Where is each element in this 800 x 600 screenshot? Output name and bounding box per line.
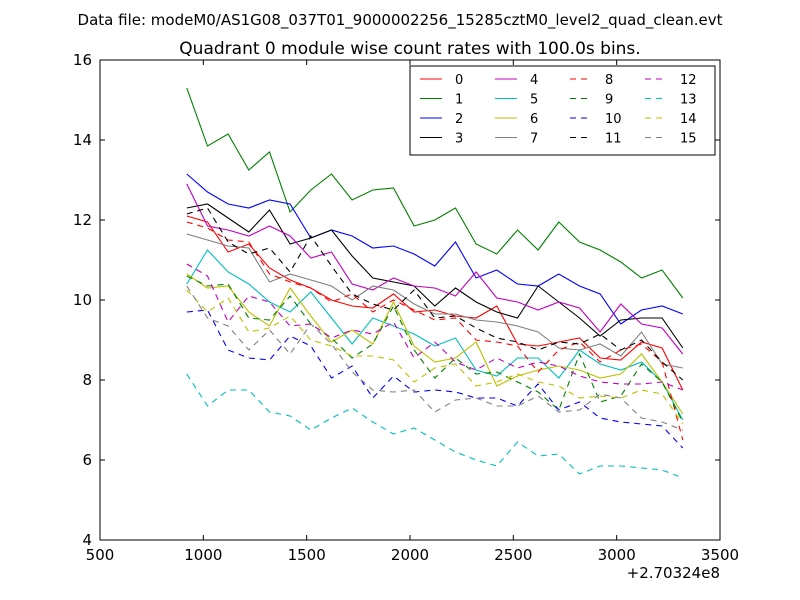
series-line-5 <box>186 249 684 421</box>
series-line-2 <box>186 173 683 325</box>
y-tick-label: 16 <box>73 51 92 69</box>
legend-label: 2 <box>455 112 463 127</box>
legend-label: 13 <box>680 93 697 108</box>
series-line-3 <box>186 203 684 349</box>
y-tick-label: 14 <box>73 131 92 149</box>
chart-title: Quadrant 0 module wise count rates with … <box>179 39 640 59</box>
series-line-9 <box>186 275 684 423</box>
x-tick-label: 2500 <box>494 546 532 564</box>
series-line-13 <box>186 373 683 479</box>
legend-label: 6 <box>530 112 538 127</box>
legend-label: 14 <box>680 112 697 127</box>
series-line-10 <box>186 309 684 449</box>
legend-label: 15 <box>680 132 697 147</box>
series-line-12 <box>186 263 683 391</box>
series-line-7 <box>186 233 683 369</box>
legend-label: 4 <box>530 73 538 88</box>
series-line-8 <box>186 221 684 441</box>
x-tick-label: 1000 <box>184 546 222 564</box>
legend-label: 0 <box>455 73 463 88</box>
axes-frame <box>99 59 721 541</box>
legend-label: 9 <box>605 93 613 108</box>
series-line-14 <box>186 289 684 425</box>
series-line-15 <box>186 285 683 431</box>
series-line-0 <box>186 215 684 391</box>
x-tick-label: 1500 <box>288 546 326 564</box>
x-tick-label: 2000 <box>391 546 429 564</box>
series-line-6 <box>186 273 684 415</box>
legend-label: 8 <box>605 73 613 88</box>
y-tick-label: 12 <box>73 211 92 229</box>
x-offset-label: +2.70324e8 <box>627 564 720 582</box>
legend-label: 12 <box>680 73 697 88</box>
y-tick-label: 10 <box>73 291 92 309</box>
legend-label: 11 <box>605 132 622 147</box>
suptitle: Data file: modeM0/AS1G08_037T01_90000022… <box>78 11 723 30</box>
legend-label: 10 <box>605 112 622 127</box>
x-tick-label: 500 <box>86 546 115 564</box>
series-line-4 <box>186 183 684 355</box>
legend-box <box>409 65 716 156</box>
y-tick-label: 8 <box>82 371 92 389</box>
legend-label: 7 <box>530 132 538 147</box>
legend-label: 5 <box>530 93 538 108</box>
y-tick-label: 4 <box>82 531 92 549</box>
series-lines <box>186 87 684 479</box>
x-tick-label: 3000 <box>598 546 636 564</box>
y-tick-label: 6 <box>82 451 92 469</box>
series-line-1 <box>186 87 684 299</box>
x-tick-label: 3500 <box>701 546 739 564</box>
series-line-11 <box>186 207 684 381</box>
legend-label: 3 <box>455 132 463 147</box>
legend-label: 1 <box>455 93 463 108</box>
